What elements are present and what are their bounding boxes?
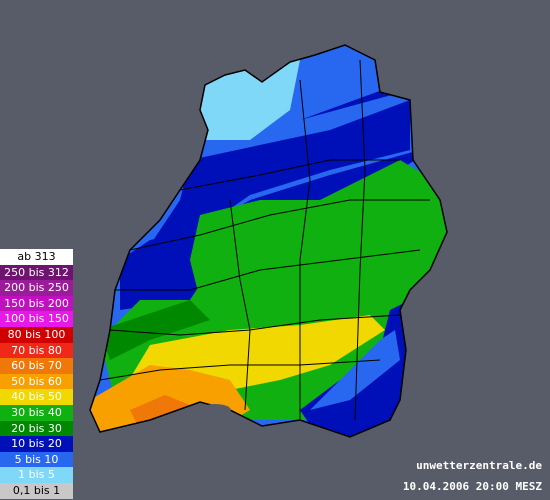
lake: [199, 404, 231, 416]
site-name: unwetterzentrale.de: [416, 459, 542, 472]
legend-entry: 200 bis 250: [0, 280, 73, 296]
legend-entry: 250 bis 312: [0, 264, 73, 281]
legend-entry: 150 bis 200: [0, 295, 73, 312]
district-borders: [89, 44, 448, 438]
legend-entry: 10 bis 20: [0, 436, 73, 452]
legend: ab 313 250 bis 312 200 bis 250 150 bis 200 1…: [0, 249, 73, 499]
legend-entry: ab 313: [0, 249, 73, 265]
legend-entry: 1 bis 5: [0, 467, 73, 483]
precipitation-areas: [90, 45, 447, 437]
legend-entry: 50 bis 60: [0, 373, 73, 390]
legend-entry: 20 bis 30: [0, 420, 73, 437]
legend-entry: 70 bis 80: [0, 342, 73, 359]
legend-entry: 0,1 bis 1: [0, 482, 73, 499]
legend-entry: 5 bis 10: [0, 451, 73, 468]
legend-entry: 30 bis 40: [0, 404, 73, 421]
legend-entry: 60 bis 70: [0, 358, 73, 374]
legend-entry: 100 bis 150: [0, 311, 73, 327]
legend-entry: 40 bis 50: [0, 389, 73, 405]
legend-entry: 80 bis 100: [0, 326, 73, 343]
timestamp: 10.04.2006 20:00 MESZ: [402, 480, 542, 493]
